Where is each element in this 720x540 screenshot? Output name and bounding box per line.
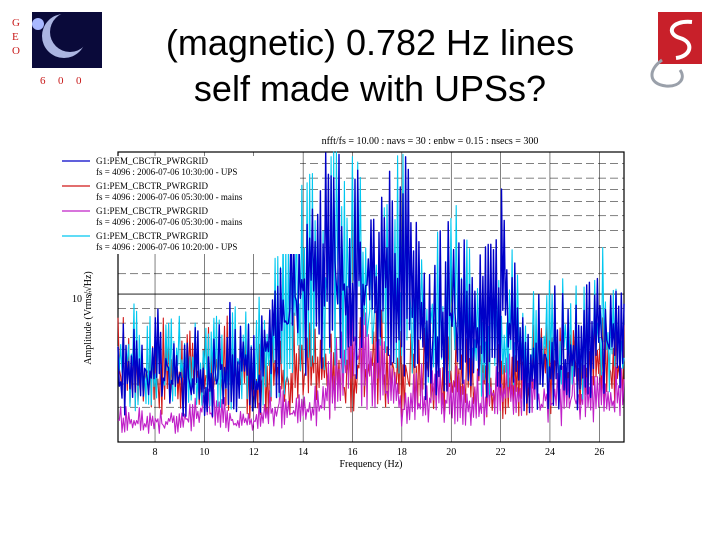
logo-letter-e: E (12, 31, 19, 43)
x-tick-label: 8 (153, 447, 158, 458)
logo-planet-shadow (50, 12, 90, 52)
legend-line2-2: fs = 4096 : 2006-07-06 05:30:00 - mains (96, 192, 243, 202)
y-tick-label: 10 (72, 294, 82, 305)
logo-digit-0a: 0 (58, 75, 64, 87)
logo-digit-6: 6 (40, 75, 46, 87)
x-tick-label: 20 (446, 447, 456, 458)
geo600-logo: G E O 6 0 0 (12, 12, 102, 87)
legend-line2-1: fs = 4096 : 2006-07-06 10:30:00 - UPS (96, 167, 237, 177)
red-s-emblem-icon (650, 12, 702, 88)
emblem-s-stroke (669, 19, 693, 60)
series-line-2 (117, 294, 625, 434)
y-axis-label: Amplitude (Vrms/√Hz) (83, 271, 94, 364)
legend-line1-2: G1:PEM_CBCTR_PWRGRID (96, 181, 209, 191)
x-tick-label: 26 (594, 447, 604, 458)
x-tick-label: 22 (496, 447, 506, 458)
legend-line2-3: fs = 4096 : 2006-07-06 05:30:00 - mains (96, 217, 243, 227)
x-axis-label: Frequency (Hz) (339, 459, 402, 470)
x-tick-label: 18 (397, 447, 407, 458)
chart-title: nfft/fs = 10.00 : navs = 30 : enbw = 0.1… (322, 136, 539, 147)
legend-entry-2: G1:PEM_CBCTR_PWRGRID fs = 4096 : 2006-07… (62, 181, 243, 202)
x-tick-label: 24 (545, 447, 555, 458)
legend-entry-4: G1:PEM_CBCTR_PWRGRID fs = 4096 : 2006-07… (62, 231, 237, 252)
spectrum-plot: nfft/fs = 10.00 : navs = 30 : enbw = 0.1… (60, 136, 625, 470)
slide-title-line-2: self made with UPSs? (193, 68, 547, 109)
series-layer (117, 151, 625, 434)
legend-entry-1: G1:PEM_CBCTR_PWRGRID fs = 4096 : 2006-07… (62, 156, 237, 177)
legend-line2-4: fs = 4096 : 2006-07-06 10:20:00 - UPS (96, 242, 237, 252)
legend-line1-1: G1:PEM_CBCTR_PWRGRID (96, 156, 209, 166)
logo-moon-icon (32, 18, 44, 30)
chart-legend: G1:PEM_CBCTR_PWRGRID fs = 4096 : 2006-07… (60, 156, 300, 254)
x-tick-label: 16 (347, 447, 357, 458)
legend-entry-3: G1:PEM_CBCTR_PWRGRID fs = 4096 : 2006-07… (62, 206, 243, 227)
logo-letter-o: O (12, 45, 20, 57)
slide-title-line-1: (magnetic) 0.782 Hz lines (165, 22, 575, 63)
logo-digit-0b: 0 (76, 75, 82, 87)
y-tick-exponent: -5 (86, 290, 92, 298)
slide-title: (magnetic) 0.782 Hz lines self made with… (120, 20, 620, 112)
series-line-4 (117, 152, 625, 418)
x-tick-label: 12 (249, 447, 259, 458)
x-tick-labels: 8 10 12 14 16 18 20 22 24 26 (153, 447, 605, 458)
legend-line1-3: G1:PEM_CBCTR_PWRGRID (96, 206, 209, 216)
legend-line1-4: G1:PEM_CBCTR_PWRGRID (96, 231, 209, 241)
legend-background (60, 156, 300, 254)
x-tick-label: 14 (298, 447, 308, 458)
x-tick-label: 10 (199, 447, 209, 458)
emblem-gray-tail (650, 58, 684, 88)
logo-letter-g: G (12, 17, 20, 29)
